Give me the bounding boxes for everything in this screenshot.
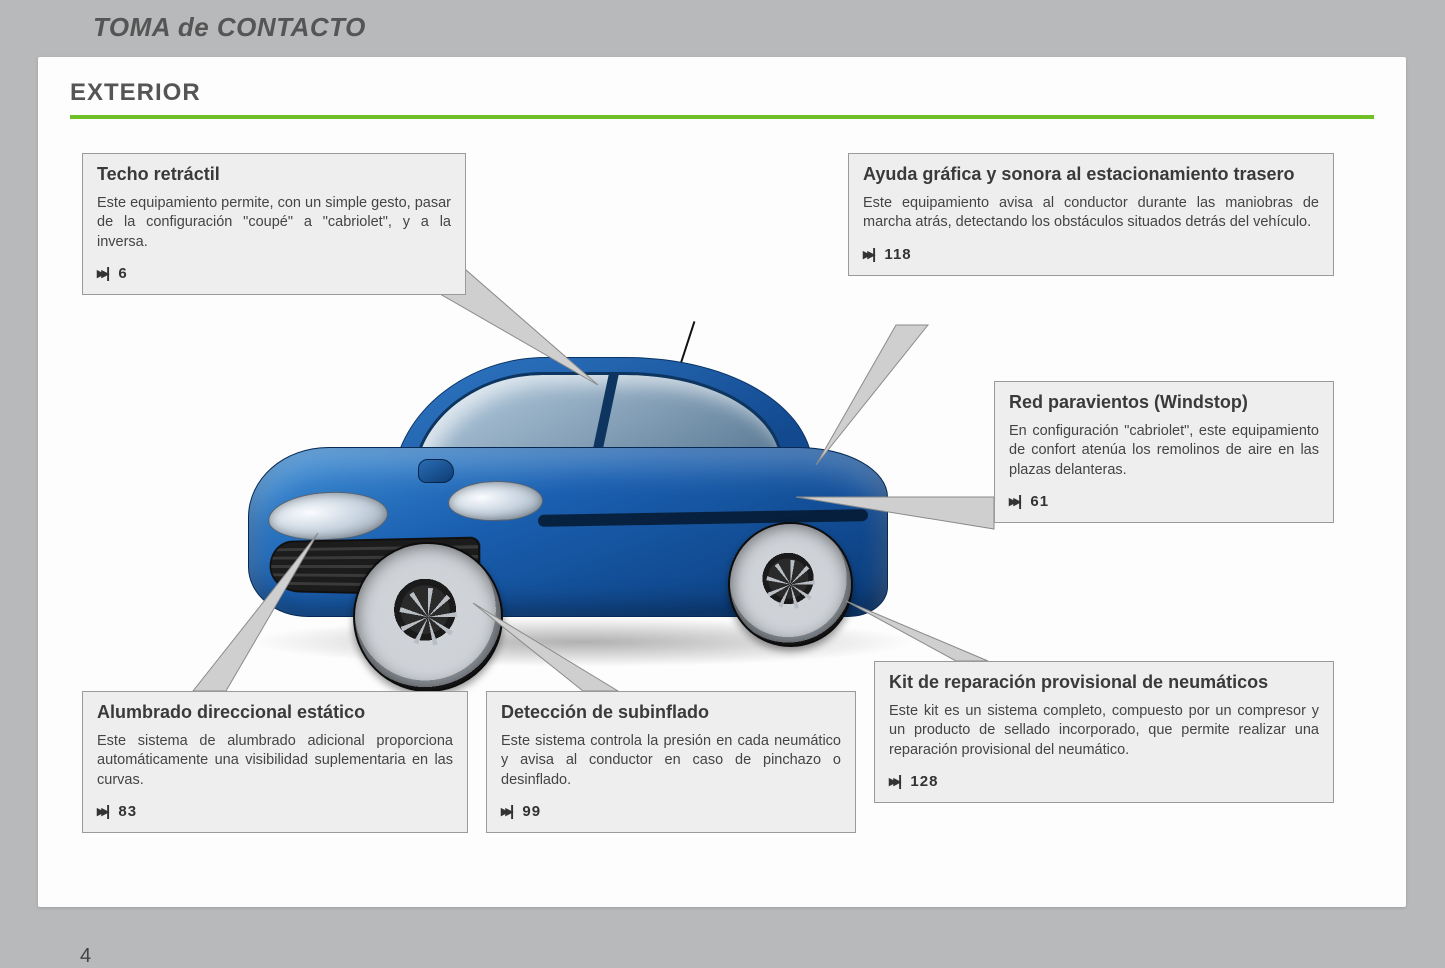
callout-title: Red paravientos (Windstop)	[1009, 392, 1319, 414]
car-wheel-rear	[728, 522, 853, 647]
page-ref-icon: ▸▸|	[863, 246, 873, 263]
page-ref: ▸▸| 83	[97, 802, 453, 820]
page-ref-number: 61	[1025, 493, 1049, 510]
callout-body: Este equipamiento permite, con un simple…	[97, 194, 451, 253]
callout-title: Alumbrado direccional estático	[97, 702, 453, 724]
page-ref: ▸▸| 61	[1009, 492, 1319, 510]
page-ref-icon: ▸▸|	[1009, 493, 1019, 510]
page-ref-icon: ▸▸|	[889, 773, 899, 790]
page-ref-number: 6	[113, 265, 128, 282]
callout-title: Ayuda gráfica y sonora al estacionamient…	[863, 164, 1319, 186]
section-title: EXTERIOR	[70, 79, 201, 107]
callout-title: Techo retráctil	[97, 164, 451, 186]
content-panel: EXTERIOR Techo retráctil Este equipamient…	[38, 57, 1406, 907]
page-ref-icon: ▸▸|	[97, 265, 107, 282]
page-ref-number: 128	[905, 773, 938, 790]
callout-title: Detección de subinflado	[501, 702, 841, 724]
callout-lighting: Alumbrado direccional estático Este siste…	[82, 691, 468, 833]
page-ref: ▸▸| 6	[97, 264, 451, 282]
callout-body: Este kit es un sistema completo, compues…	[889, 702, 1319, 761]
page-ref: ▸▸| 118	[863, 245, 1319, 263]
car-illustration	[208, 297, 928, 697]
chapter-title: TOMA de CONTACTO	[93, 12, 1408, 43]
callout-body: Este equipamiento avisa al conductor dur…	[863, 194, 1319, 233]
callout-body: Este sistema de alumbrado adicional prop…	[97, 732, 453, 791]
page-ref-number: 83	[113, 803, 137, 820]
page-ref-number: 99	[517, 803, 541, 820]
callout-windstop: Red paravientos (Windstop) En configuraci…	[994, 381, 1334, 523]
page-ref-icon: ▸▸|	[501, 803, 511, 820]
car-wheel-front	[353, 542, 503, 692]
page-ref: ▸▸| 128	[889, 772, 1319, 790]
page-ref: ▸▸| 99	[501, 802, 841, 820]
page-ref-icon: ▸▸|	[97, 803, 107, 820]
callout-roof: Techo retráctil Este equipamiento permite…	[82, 153, 466, 295]
callout-tyre_pressure: Detección de subinflado Este sistema cont…	[486, 691, 856, 833]
page-number: 4	[80, 945, 1445, 968]
callout-parking: Ayuda gráfica y sonora al estacionamient…	[848, 153, 1334, 276]
car-mirror	[418, 459, 454, 483]
page-ref-number: 118	[879, 246, 911, 263]
callout-repair_kit: Kit de reparación provisional de neumáti…	[874, 661, 1334, 803]
callout-body: En configuración "cabriolet", este equip…	[1009, 422, 1319, 481]
accent-rule	[70, 115, 1374, 119]
callout-title: Kit de reparación provisional de neumáti…	[889, 672, 1319, 694]
callout-body: Este sistema controla la presión en cada…	[501, 732, 841, 791]
